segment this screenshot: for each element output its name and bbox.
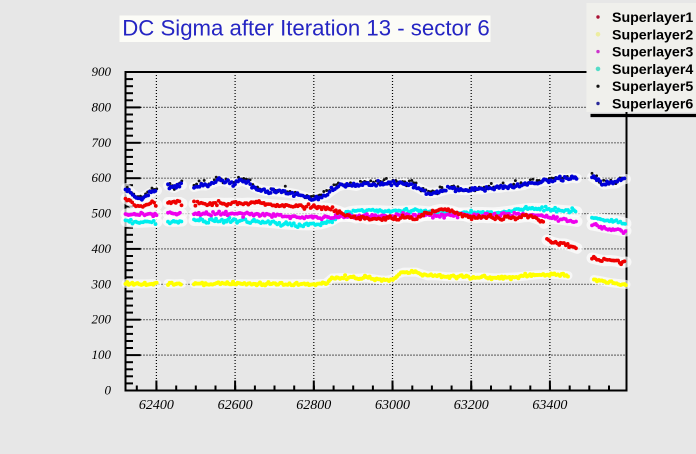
svg-text:400: 400 — [92, 241, 112, 256]
svg-text:200: 200 — [92, 312, 112, 327]
svg-text:300: 300 — [91, 276, 112, 291]
svg-text:62400: 62400 — [139, 398, 174, 413]
svg-text:Superlayer6: Superlayer6 — [612, 97, 693, 113]
svg-text:63200: 63200 — [454, 398, 489, 413]
svg-text:DC Sigma after Iteration 13 -: DC Sigma after Iteration 13 - sector 6 — [122, 16, 489, 41]
svg-text:0: 0 — [105, 383, 112, 398]
svg-text:62800: 62800 — [296, 398, 331, 413]
svg-text:700: 700 — [92, 135, 112, 150]
svg-text:500: 500 — [92, 206, 112, 221]
svg-text:Superlayer2: Superlayer2 — [612, 27, 693, 43]
svg-text:Superlayer3: Superlayer3 — [612, 45, 693, 61]
svg-text:600: 600 — [92, 170, 112, 185]
svg-text:62600: 62600 — [218, 398, 253, 413]
svg-text:63000: 63000 — [375, 398, 410, 413]
svg-text:63400: 63400 — [532, 398, 567, 413]
svg-text:Superlayer5: Superlayer5 — [612, 79, 693, 95]
svg-text:100: 100 — [92, 347, 112, 362]
svg-text:900: 900 — [92, 64, 112, 79]
svg-text:Superlayer4: Superlayer4 — [612, 62, 693, 78]
svg-text:Superlayer1: Superlayer1 — [612, 10, 693, 26]
svg-text:800: 800 — [92, 99, 112, 114]
